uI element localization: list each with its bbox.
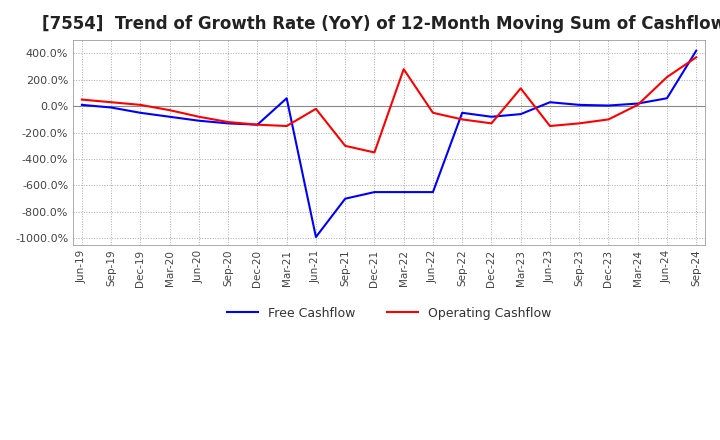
Free Cashflow — [458, 110, 467, 115]
Operating Cashflow — [78, 97, 86, 102]
Operating Cashflow — [253, 122, 262, 127]
Free Cashflow — [312, 235, 320, 240]
Free Cashflow — [546, 99, 554, 105]
Free Cashflow — [604, 103, 613, 108]
Line: Free Cashflow: Free Cashflow — [82, 51, 696, 237]
Operating Cashflow — [107, 99, 115, 105]
Operating Cashflow — [575, 121, 583, 126]
Operating Cashflow — [370, 150, 379, 155]
Operating Cashflow — [341, 143, 349, 148]
Free Cashflow — [575, 102, 583, 107]
Operating Cashflow — [312, 106, 320, 111]
Free Cashflow — [78, 102, 86, 107]
Operating Cashflow — [634, 102, 642, 107]
Free Cashflow — [194, 118, 203, 123]
Free Cashflow — [282, 95, 291, 101]
Free Cashflow — [634, 101, 642, 106]
Operating Cashflow — [194, 114, 203, 119]
Free Cashflow — [166, 114, 174, 119]
Free Cashflow — [370, 190, 379, 195]
Operating Cashflow — [604, 117, 613, 122]
Free Cashflow — [692, 48, 701, 53]
Operating Cashflow — [662, 74, 671, 80]
Operating Cashflow — [428, 110, 437, 115]
Free Cashflow — [136, 110, 145, 115]
Operating Cashflow — [546, 123, 554, 128]
Operating Cashflow — [458, 117, 467, 122]
Operating Cashflow — [692, 55, 701, 60]
Operating Cashflow — [136, 102, 145, 107]
Free Cashflow — [400, 190, 408, 195]
Free Cashflow — [224, 121, 233, 126]
Operating Cashflow — [166, 107, 174, 113]
Free Cashflow — [428, 190, 437, 195]
Free Cashflow — [341, 196, 349, 202]
Operating Cashflow — [487, 121, 496, 126]
Operating Cashflow — [400, 66, 408, 72]
Operating Cashflow — [516, 86, 525, 91]
Free Cashflow — [516, 111, 525, 117]
Operating Cashflow — [282, 123, 291, 128]
Free Cashflow — [107, 105, 115, 110]
Title: [7554]  Trend of Growth Rate (YoY) of 12-Month Moving Sum of Cashflows: [7554] Trend of Growth Rate (YoY) of 12-… — [42, 15, 720, 33]
Free Cashflow — [487, 114, 496, 119]
Line: Operating Cashflow: Operating Cashflow — [82, 57, 696, 152]
Free Cashflow — [253, 122, 262, 127]
Free Cashflow — [662, 95, 671, 101]
Operating Cashflow — [224, 119, 233, 125]
Legend: Free Cashflow, Operating Cashflow: Free Cashflow, Operating Cashflow — [222, 302, 557, 325]
